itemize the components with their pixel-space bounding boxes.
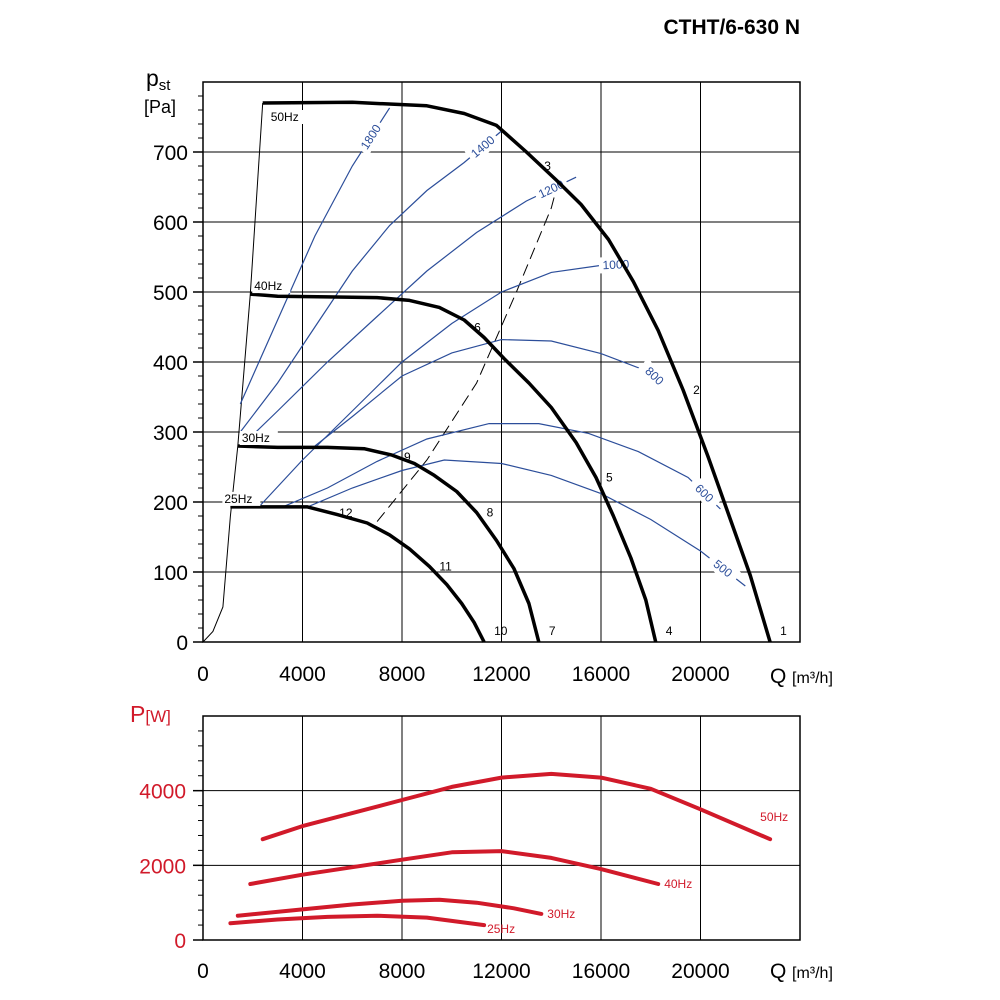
power-curve-25hz [228,913,487,928]
power-axis-labels: P[W] Q [m³/h] [130,701,833,983]
y-tick-label: 500 [153,282,188,305]
fan-curve-40hz [250,292,658,643]
rpm-line [282,423,721,510]
rpm-line [239,130,502,433]
y-axis-symbol-sub: st [159,77,172,94]
y-tick-label: 0 [176,632,188,655]
power-x-tick-label: 0 [197,960,209,983]
rpm-label-bg [532,174,571,204]
series-label: 50Hz [271,110,299,124]
power-series-label: 25Hz [487,922,515,936]
point-label: 9 [404,450,411,464]
rpm-line [242,176,577,446]
rpm-label-bg [686,475,722,511]
series-label: 40Hz [254,279,282,293]
x-tick-label: 0 [197,663,209,686]
power-y-symbol: P[W] [130,701,171,727]
y-axis-symbol-main: p [146,65,159,91]
system-line-dashed [376,179,560,522]
point-label: 3 [544,159,551,173]
rpm-label-bg [354,118,387,156]
power-curve-40hz [248,849,661,886]
point-label: 6 [474,321,481,335]
power-x-tick-label: 8000 [379,960,426,983]
y-tick-label: 400 [153,352,188,375]
point-label: 5 [606,471,613,485]
pressure-grid [193,81,801,643]
power-x-unit: [m³/h] [792,965,833,982]
series-label: 25Hz [224,492,252,506]
x-tick-label: 8000 [379,663,426,686]
x-tick-label: 20000 [671,663,729,686]
chart-title: CTHT/6-630 N [663,16,800,39]
x-axis-symbol: Q [770,665,786,688]
power-x-tick-label: 12000 [472,960,530,983]
power-x-tick-label: 16000 [572,960,630,983]
power-series-label: 40Hz [664,877,692,891]
power-x-tick-label: 4000 [279,960,326,983]
point-label: 10 [494,624,508,638]
fan-curve-30hz [237,444,541,643]
point-label: 4 [666,624,673,638]
point-label: 7 [549,624,556,638]
point-label: 8 [487,506,494,520]
y-tick-label: 700 [153,142,188,165]
y-tick-label: 600 [153,212,188,235]
y-tick-label: 300 [153,422,188,445]
series-label-bg [239,431,278,445]
rpm-line [307,459,746,587]
x-tick-label: 16000 [572,663,630,686]
x-tick-label: 12000 [472,663,530,686]
fan-curves: 50Hz 40Hz 30Hz 25Hz [222,100,772,643]
power-series-label: 30Hz [547,907,575,921]
power-y-tick-label: 2000 [139,855,186,878]
point-label: 1 [780,624,787,638]
pressure-axis-labels: pst [Pa] Q [m³/h] [144,65,833,688]
rpm-label-bg [464,129,501,164]
power-axis-ticks: 0 4000 8000 12000 16000 20000 0 2000 4000 [139,781,729,983]
rpm-line [314,338,659,447]
point-label: 2 [693,383,700,397]
point-label: 12 [339,506,353,520]
power-y-unit: [W] [145,707,171,726]
system-lines [202,102,560,643]
power-y-tick-label: 4000 [139,781,186,804]
power-y-tick-label: 0 [174,930,186,953]
x-axis-unit: [m³/h] [792,670,833,687]
rpm-label-bg [636,358,673,394]
series-label-bg [252,279,291,294]
power-curves: 50Hz 40Hz 30Hz 25Hz [228,771,788,936]
power-x-symbol: Q [770,960,786,983]
power-y-symbol-main: P [130,701,145,727]
y-axis-symbol: pst [146,65,171,94]
power-series-label: 50Hz [760,810,788,824]
series-label-bg [268,110,307,124]
fan-curve-25hz [230,505,486,643]
power-curve-50hz [260,771,773,842]
y-tick-label: 200 [153,492,188,515]
power-plot-frame [202,715,801,941]
rpm-label-bg [704,551,742,586]
series-label-bg [222,491,261,506]
point-label: 11 [439,559,452,573]
x-tick-label: 4000 [279,663,326,686]
rpm-line [259,263,631,506]
power-x-tick-label: 20000 [671,960,729,983]
pressure-axis-ticks: 0 4000 8000 12000 16000 20000 0 100 200 300 400 500… [153,142,730,686]
power-curve-30hz [235,897,544,918]
fan-curve-50hz [262,100,772,643]
y-axis-unit: [Pa] [144,97,176,117]
y-tick-label: 100 [153,562,188,585]
series-label: 30Hz [242,431,270,445]
